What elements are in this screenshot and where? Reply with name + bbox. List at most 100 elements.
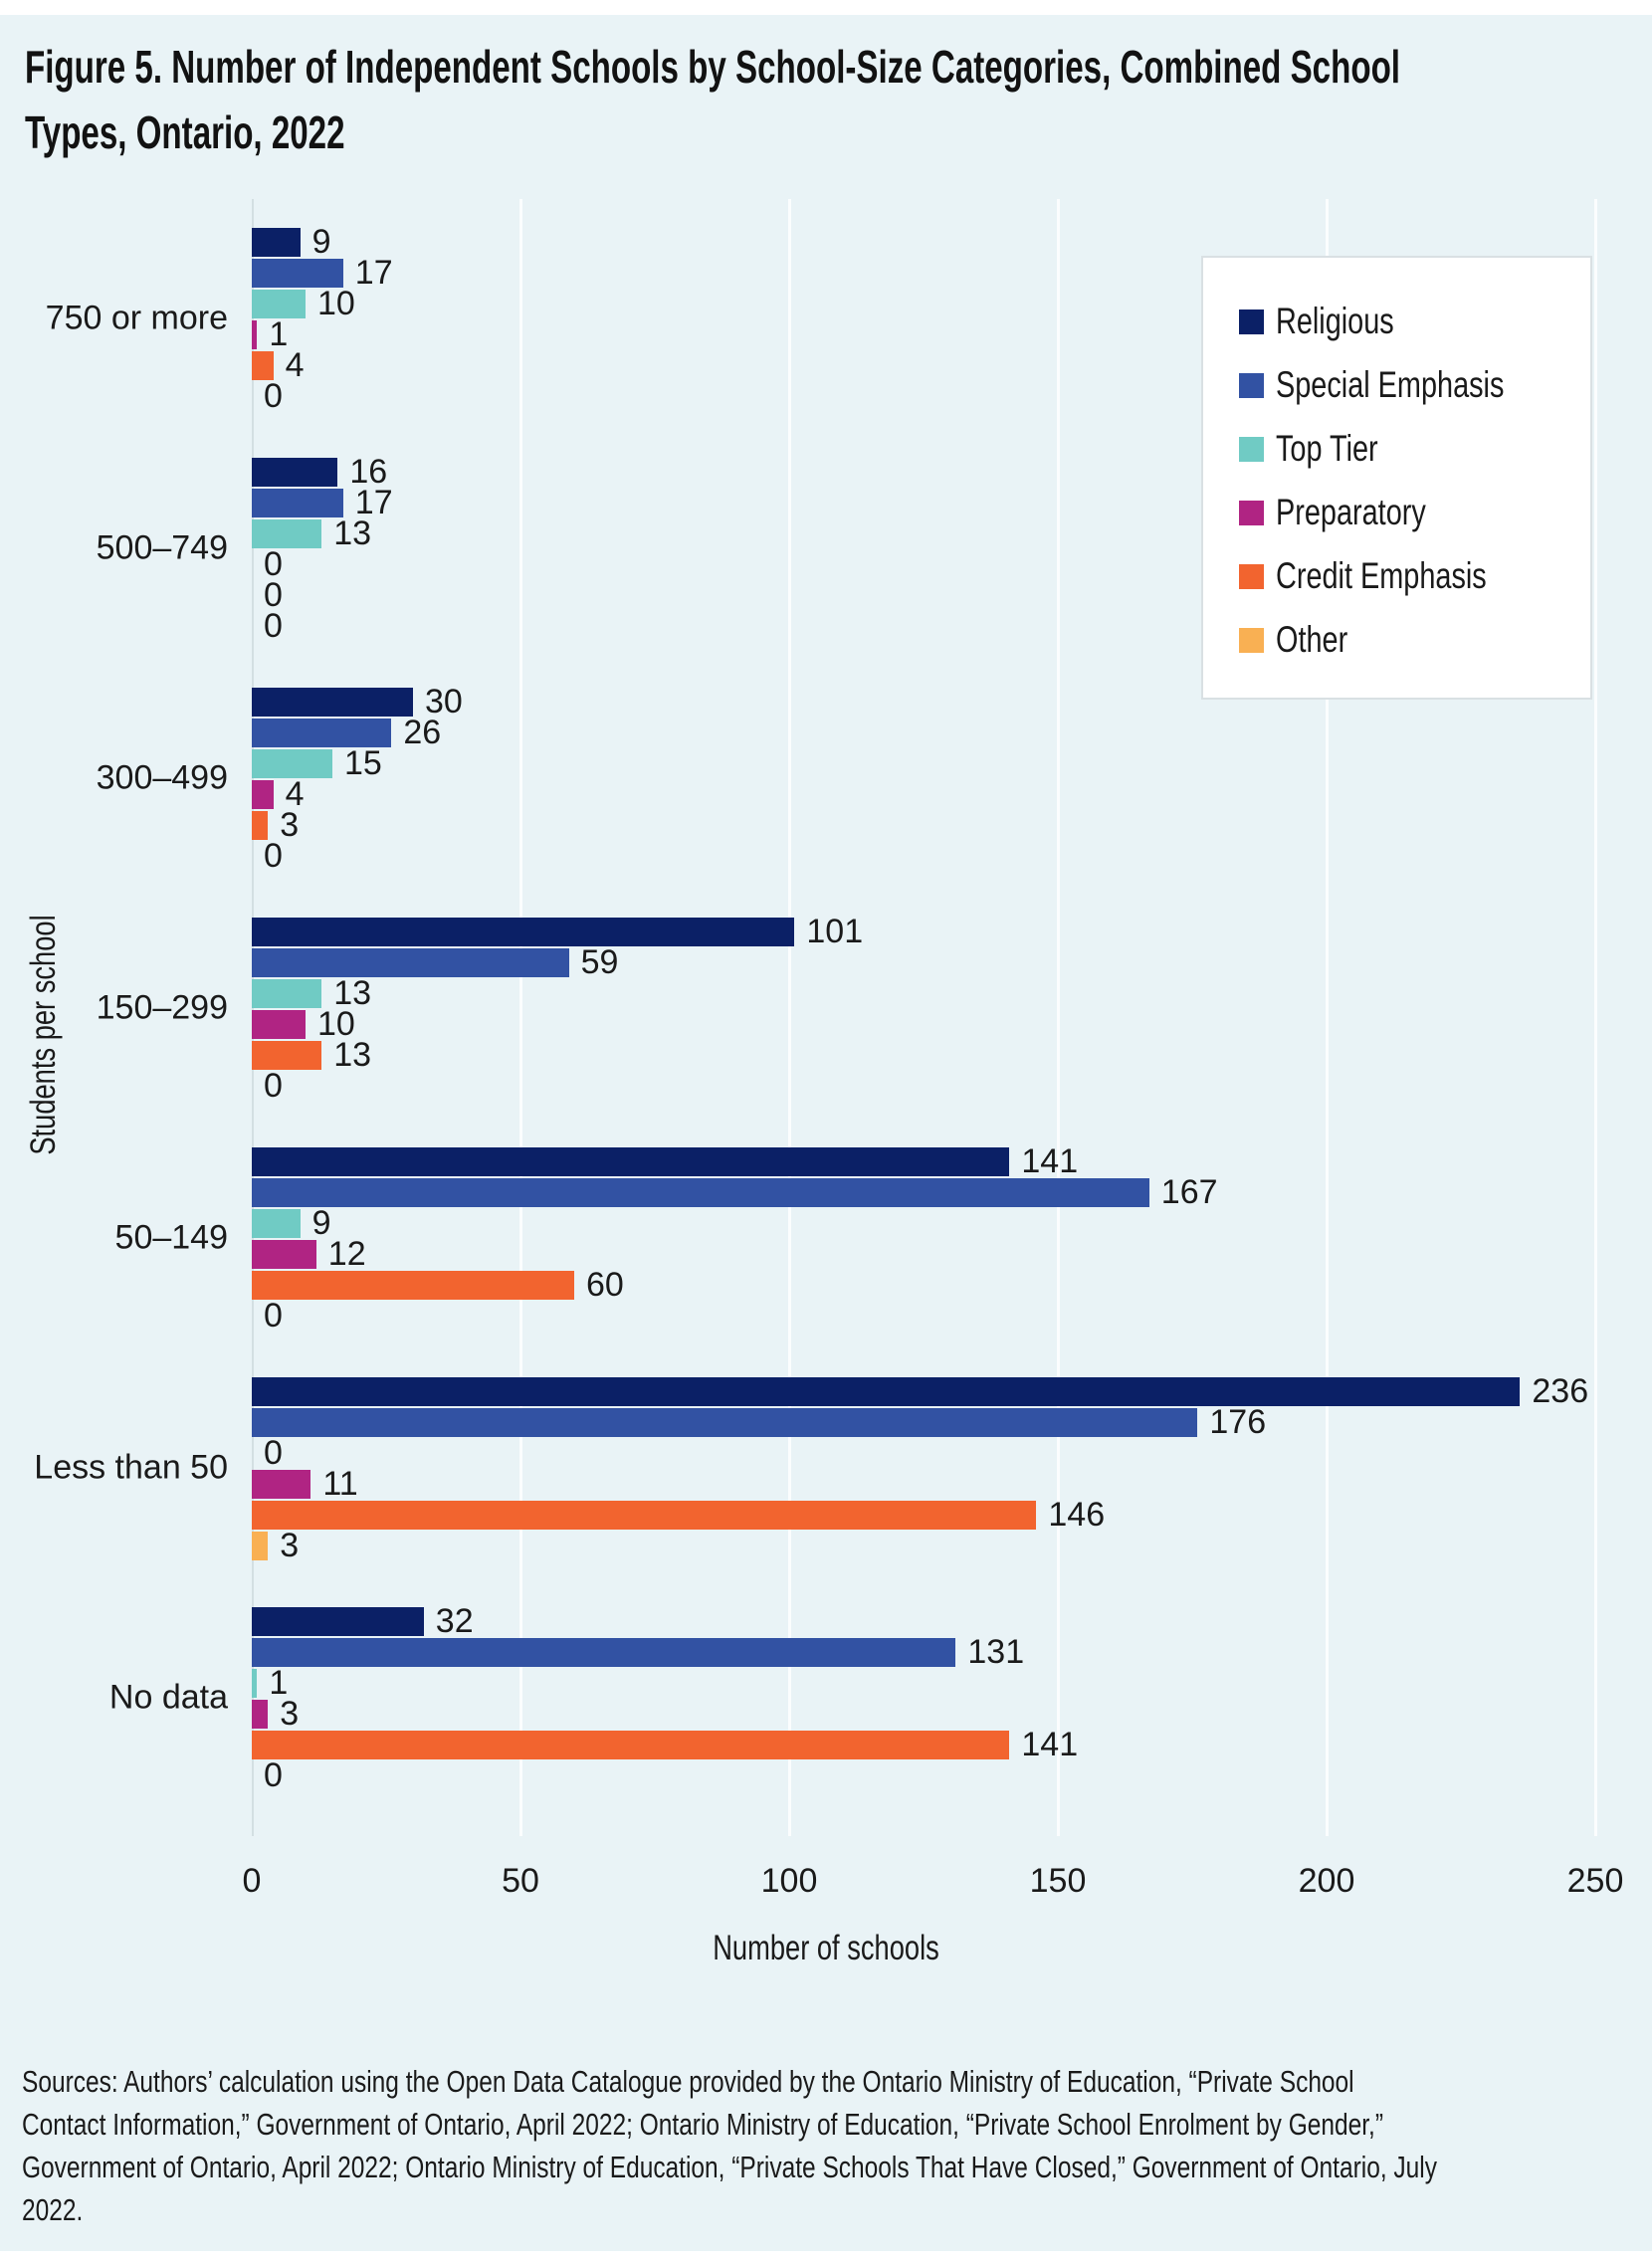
bar-special-emphasis-500-749	[252, 489, 343, 517]
bar-value-label: 146	[1048, 1496, 1106, 1534]
bar-credit-emphasis-less-than-50	[252, 1501, 1037, 1530]
bar-row: 13	[252, 516, 1595, 550]
bar-row: 4	[252, 348, 1595, 382]
bar-credit-emphasis-150-299	[252, 1041, 322, 1070]
bar-group-150-299: 150–299 101 59 13 10 13 0	[97, 893, 1595, 1123]
bar-row: 26	[252, 714, 1595, 751]
bar-value-label: 0	[264, 576, 283, 614]
y-axis-label: Students per school	[24, 915, 63, 1155]
x-tick-100: 100	[760, 1862, 818, 1900]
bar-row: 13	[252, 1036, 1595, 1074]
bar-row: 101	[252, 915, 1595, 948]
source-note-line: Contact Information,” Government of Onta…	[22, 2107, 1383, 2142]
bar-row: 12	[252, 1237, 1595, 1271]
category-label: 50–149	[114, 1218, 228, 1256]
bar-credit-emphasis-no-data	[252, 1731, 1010, 1759]
bar-special-emphasis-no-data	[252, 1638, 956, 1667]
bar-row: 1	[252, 1664, 1595, 1702]
bar-row: 0	[252, 1436, 1595, 1470]
bar-row: 0	[252, 837, 1595, 875]
x-tick-50: 50	[502, 1862, 539, 1900]
bar-special-emphasis-300-499	[252, 719, 392, 747]
bar-row: 3	[252, 808, 1595, 842]
bar-value-label: 0	[264, 1067, 283, 1105]
category-label: 150–299	[96, 988, 228, 1026]
x-tick-150: 150	[1029, 1862, 1087, 1900]
bar-row: 0	[252, 1297, 1595, 1335]
bar-religious-50-149	[252, 1147, 1010, 1176]
bar-preparatory-50-149	[252, 1240, 316, 1269]
category-label: Less than 50	[34, 1448, 228, 1486]
bar-row: 17	[252, 254, 1595, 292]
bar-group-no-data: No data 32 131 1 3 141 0	[109, 1582, 1595, 1812]
bar-credit-emphasis-50-149	[252, 1271, 574, 1300]
bar-value-label: 16	[349, 453, 388, 491]
bar-value-label: 17	[354, 484, 393, 521]
bar-row: 0	[252, 377, 1595, 415]
bar-value-label: 32	[435, 1602, 474, 1640]
bar-row: 167	[252, 1173, 1595, 1211]
category-label: 300–499	[96, 758, 228, 796]
bar-row: 10	[252, 1007, 1595, 1041]
legend-items: Religious Special Emphasis Top Tier Prepara…	[1239, 300, 1582, 662]
bar-value-label: 167	[1160, 1173, 1218, 1211]
bar-value-label: 131	[967, 1633, 1025, 1671]
bar-value-label: 13	[333, 1036, 372, 1074]
gridline-50	[519, 199, 522, 1836]
legend-item-credit-emphasis: Credit Emphasis	[1239, 554, 1582, 598]
x-tick-200: 200	[1298, 1862, 1355, 1900]
x-tick-250: 250	[1566, 1862, 1624, 1900]
bar-row: 13	[252, 976, 1595, 1010]
figure-title-line: Figure 5. Number of Independent Schools …	[25, 41, 1401, 93]
bar-special-emphasis-150-299	[252, 948, 569, 977]
bar-group-less-than-50: Less than 50 236 176 0 11 146 3	[34, 1352, 1595, 1582]
bar-value-label: 0	[264, 545, 283, 583]
bar-preparatory-300-499	[252, 780, 274, 809]
bar-value-label: 15	[344, 744, 382, 782]
legend-swatch-top-tier	[1239, 436, 1264, 462]
bar-value-label: 0	[264, 837, 283, 875]
bar-religious-300-499	[252, 688, 413, 717]
gridline-250	[1594, 199, 1597, 1836]
bar-top-tier-no-data	[252, 1669, 258, 1698]
legend-swatch-other	[1239, 627, 1264, 653]
bar-religious-no-data	[252, 1607, 424, 1636]
bar-value-label: 26	[403, 714, 442, 751]
legend-item-top-tier: Top Tier	[1239, 427, 1582, 471]
x-axis-label: Number of schools	[713, 1929, 939, 1967]
bar-row: 0	[252, 576, 1595, 614]
bar-value-label: 1	[269, 1664, 289, 1702]
bar-value-label: 0	[264, 377, 283, 415]
bar-religious-500-749	[252, 458, 338, 487]
bar-top-tier-150-299	[252, 979, 322, 1008]
bar-value-label: 0	[264, 1297, 283, 1335]
figure-title: Figure 5. Number of Independent Schools …	[25, 34, 1652, 165]
bar-religious-150-299	[252, 918, 795, 946]
bar-preparatory-150-299	[252, 1010, 306, 1039]
bar-top-tier-50-149	[252, 1209, 301, 1238]
bar-value-label: 141	[1021, 1726, 1079, 1763]
legend-label: Top Tier	[1276, 428, 1378, 469]
bar-preparatory-750-or-more	[252, 320, 258, 349]
bar-row: 9	[252, 225, 1595, 259]
bar-row: 146	[252, 1496, 1595, 1534]
legend-item-special-emphasis: Special Emphasis	[1239, 363, 1582, 407]
legend-swatch-credit-emphasis	[1239, 563, 1264, 589]
plot-area: 0 50 100 150 200 250 750 or more 9 17 10 1 4 0 500–74…	[34, 199, 1623, 1900]
bar-special-emphasis-750-or-more	[252, 259, 343, 288]
bar-credit-emphasis-300-499	[252, 811, 269, 840]
bar-top-tier-300-499	[252, 749, 332, 778]
bar-value-label: 17	[354, 254, 393, 292]
source-note-line: Sources: Authors’ calculation using the …	[22, 2064, 1354, 2099]
legend-label: Credit Emphasis	[1276, 555, 1487, 596]
gridline-100	[788, 199, 791, 1836]
legend-swatch-special-emphasis	[1239, 372, 1264, 398]
legend-label: Other	[1276, 619, 1348, 660]
bar-row: 16	[252, 453, 1595, 491]
bar-row: 59	[252, 945, 1595, 979]
bar-value-label: 0	[264, 1756, 283, 1794]
bar-row: 131	[252, 1633, 1595, 1671]
x-tick-0: 0	[242, 1862, 262, 1900]
legend-item-preparatory: Preparatory	[1239, 491, 1582, 534]
bar-group-500-749: 500–749 16 17 13 0 0 0	[97, 433, 1595, 663]
